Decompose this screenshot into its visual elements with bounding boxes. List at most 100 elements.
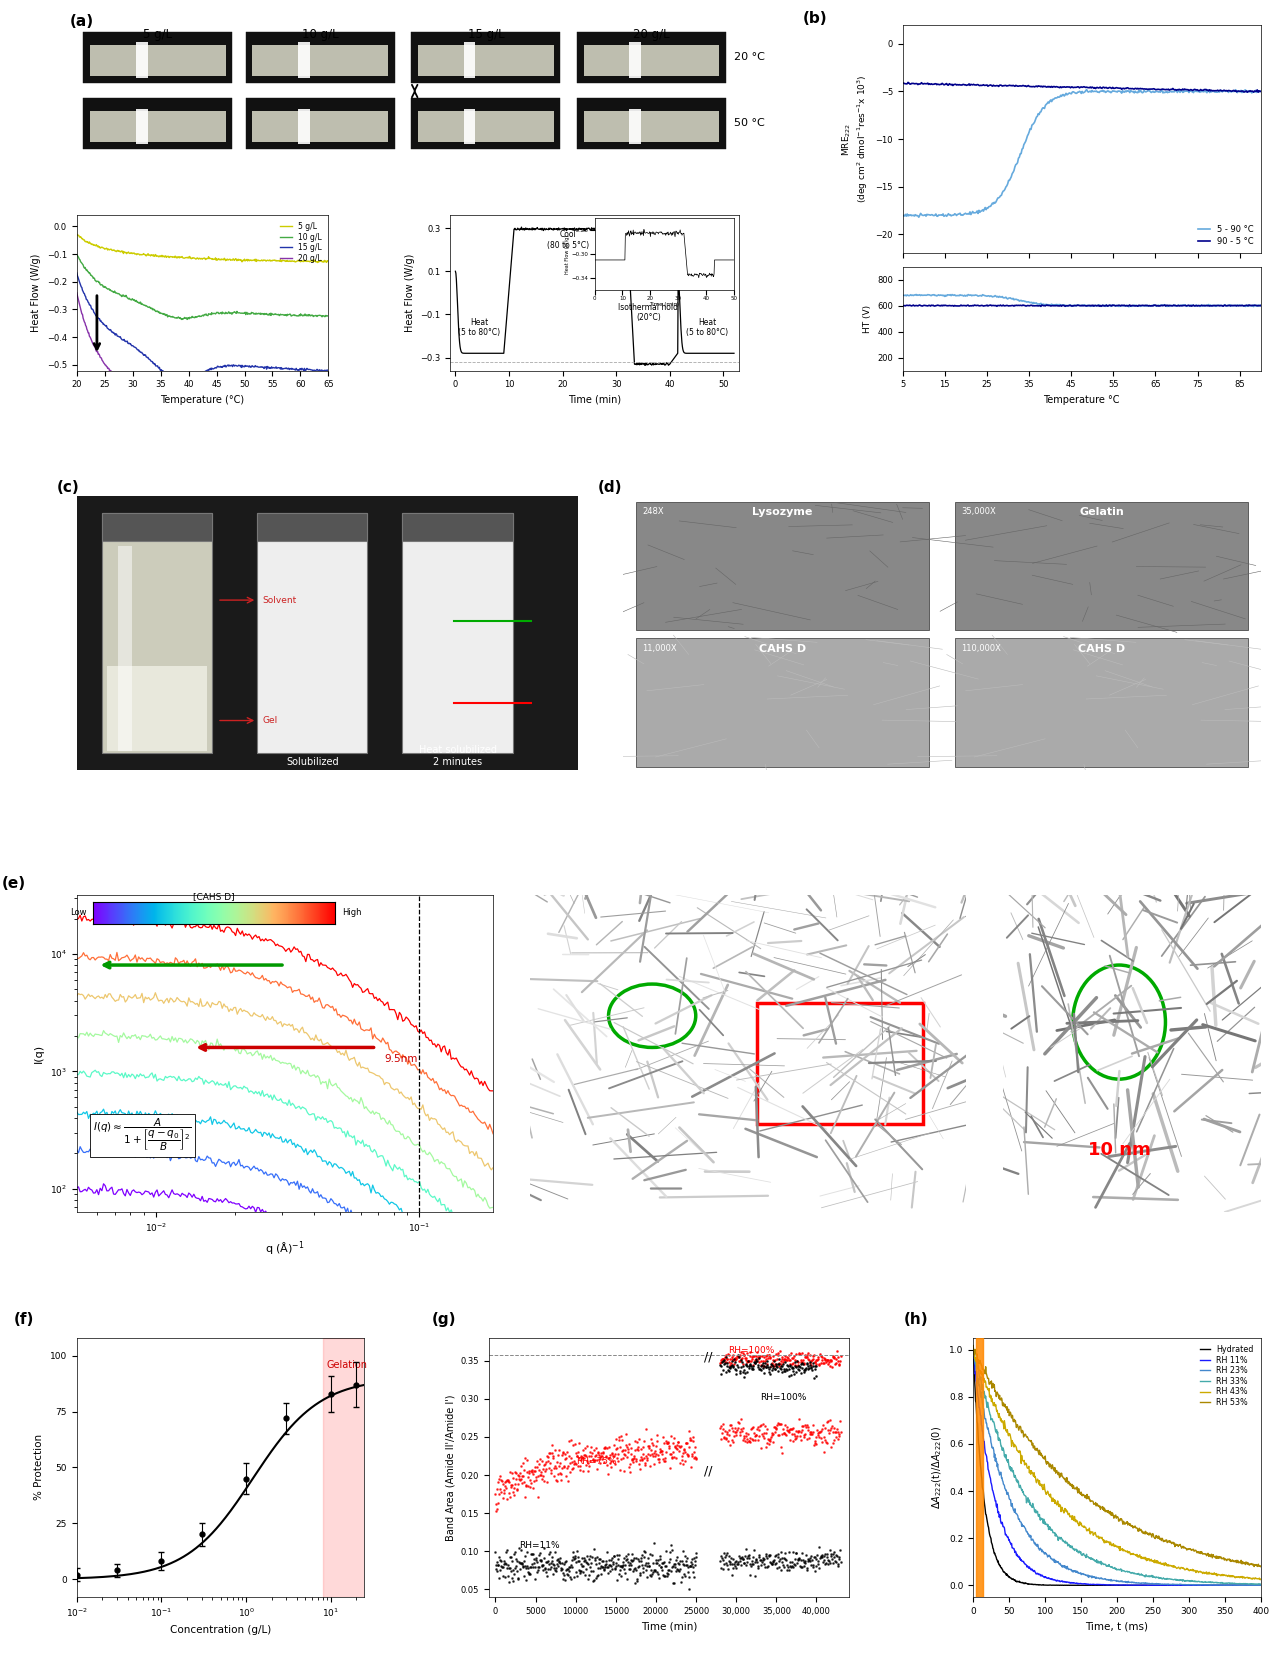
RH 11% <box>1135 1576 1151 1595</box>
Line: 5 - 90 °C: 5 - 90 °C <box>902 89 1261 217</box>
Bar <box>411 31 561 83</box>
Bar <box>252 111 388 142</box>
RH 11% <box>1158 1576 1174 1595</box>
Bar <box>419 111 554 142</box>
RH 53% <box>1039 1451 1055 1471</box>
RH 23% <box>1181 1576 1197 1595</box>
RH 33% <box>965 1336 980 1355</box>
20 g/L <box>228 409 243 429</box>
RH 43% <box>1039 1481 1055 1501</box>
90 - 5 °C <box>940 74 955 94</box>
RH 11% <box>1096 1576 1111 1595</box>
Bar <box>977 1337 983 1597</box>
Line: 15 g/L: 15 g/L <box>77 273 329 381</box>
Hydrated <box>1253 1576 1268 1595</box>
Text: Cool
(80 to 5°C): Cool (80 to 5°C) <box>547 230 589 250</box>
Text: 20 g/L: 20 g/L <box>634 28 669 40</box>
RH 43% <box>1252 1569 1267 1589</box>
RH 53% <box>1096 1498 1111 1518</box>
Bar <box>411 98 561 149</box>
Text: Heat solubilized
2 minutes: Heat solubilized 2 minutes <box>419 745 497 766</box>
Bar <box>90 45 225 76</box>
Text: CAHS D: CAHS D <box>759 644 806 654</box>
20 g/L <box>151 412 166 432</box>
Bar <box>102 513 212 541</box>
Text: (e): (e) <box>1 875 26 892</box>
RH 23% <box>1096 1569 1111 1589</box>
90 - 5 °C <box>900 73 915 93</box>
10 g/L <box>321 306 337 326</box>
Text: 5 g/L: 5 g/L <box>143 28 173 40</box>
Text: 248X: 248X <box>643 506 664 516</box>
Y-axis label: Band Area (Amide II'/Amide I'): Band Area (Amide II'/Amide I') <box>445 1394 456 1541</box>
X-axis label: Temperature °C: Temperature °C <box>1043 396 1120 405</box>
Text: (g): (g) <box>431 1312 456 1327</box>
Text: (a): (a) <box>70 13 95 30</box>
RH 53% <box>965 1336 980 1355</box>
15 g/L <box>151 357 166 377</box>
5 g/L <box>251 250 266 270</box>
Bar <box>584 111 719 142</box>
90 - 5 °C <box>1239 83 1254 103</box>
Text: 9.5nm: 9.5nm <box>385 1054 419 1064</box>
5 - 90 °C <box>1156 83 1171 103</box>
Bar <box>257 513 367 753</box>
Y-axis label: $\Delta A_{222}$(t)/$\Delta A_{222}$(0): $\Delta A_{222}$(t)/$\Delta A_{222}$(0) <box>931 1427 943 1509</box>
90 - 5 °C <box>895 73 910 93</box>
Legend: 5 - 90 °C, 90 - 5 °C: 5 - 90 °C, 90 - 5 °C <box>1194 222 1257 250</box>
Hydrated <box>965 1339 980 1359</box>
Text: 10 nm: 10 nm <box>1088 1142 1151 1158</box>
RH 23% <box>1157 1574 1172 1594</box>
Y-axis label: % Protection: % Protection <box>35 1435 45 1501</box>
Line: RH 53%: RH 53% <box>973 1346 1261 1567</box>
20 g/L <box>321 415 337 435</box>
Line: RH 33%: RH 33% <box>973 1346 1261 1584</box>
RH 33% <box>1157 1569 1172 1589</box>
Line: 10 g/L: 10 g/L <box>77 255 329 319</box>
15 g/L <box>252 357 268 377</box>
Bar <box>955 639 1248 766</box>
RH 23% <box>965 1337 980 1357</box>
Bar <box>463 43 475 78</box>
Text: Gel: Gel <box>262 717 278 725</box>
10 g/L <box>100 278 115 298</box>
X-axis label: Concentration (g/L): Concentration (g/L) <box>170 1625 271 1635</box>
Y-axis label: MRE$_{222}$
(deg cm$^2$ dmol$^{-1}$res$^{-1}$x 10$^3$): MRE$_{222}$ (deg cm$^2$ dmol$^{-1}$res$^… <box>841 74 870 204</box>
Bar <box>136 109 147 144</box>
Bar <box>246 31 394 83</box>
Text: //: // <box>704 1350 713 1364</box>
RH 11% <box>1183 1576 1198 1595</box>
Bar <box>630 109 641 144</box>
90 - 5 °C <box>1012 76 1028 96</box>
RH 11% <box>1039 1569 1055 1589</box>
Bar <box>102 513 212 753</box>
15 g/L <box>251 357 266 377</box>
10 g/L <box>251 303 266 323</box>
RH 43% <box>1253 1569 1268 1589</box>
Text: Heat
(5 to 80°C): Heat (5 to 80°C) <box>458 318 500 338</box>
Bar <box>636 639 929 766</box>
20 g/L <box>100 357 115 377</box>
Bar <box>252 45 388 76</box>
5 g/L <box>321 252 337 271</box>
5 g/L <box>228 250 243 270</box>
Text: (c): (c) <box>56 480 79 495</box>
X-axis label: Time, t (ms): Time, t (ms) <box>1085 1622 1148 1632</box>
Line: RH 11%: RH 11% <box>973 1350 1261 1585</box>
5 g/L <box>151 247 166 266</box>
Bar <box>577 98 726 149</box>
Text: RH=100%: RH=100% <box>760 1394 806 1402</box>
Hydrated <box>1065 1576 1080 1595</box>
10 g/L <box>169 308 184 328</box>
5 g/L <box>100 238 115 258</box>
Text: (d): (d) <box>598 480 622 495</box>
Text: 35,000X: 35,000X <box>961 506 996 516</box>
Y-axis label: HT (V): HT (V) <box>863 305 872 333</box>
Text: 11,000X: 11,000X <box>643 644 677 652</box>
RH 33% <box>1135 1566 1151 1585</box>
Hydrated <box>1135 1576 1151 1595</box>
RH 33% <box>1016 1485 1032 1504</box>
RH 33% <box>1039 1514 1055 1534</box>
Text: (b): (b) <box>803 12 827 26</box>
RH 33% <box>1253 1574 1268 1594</box>
